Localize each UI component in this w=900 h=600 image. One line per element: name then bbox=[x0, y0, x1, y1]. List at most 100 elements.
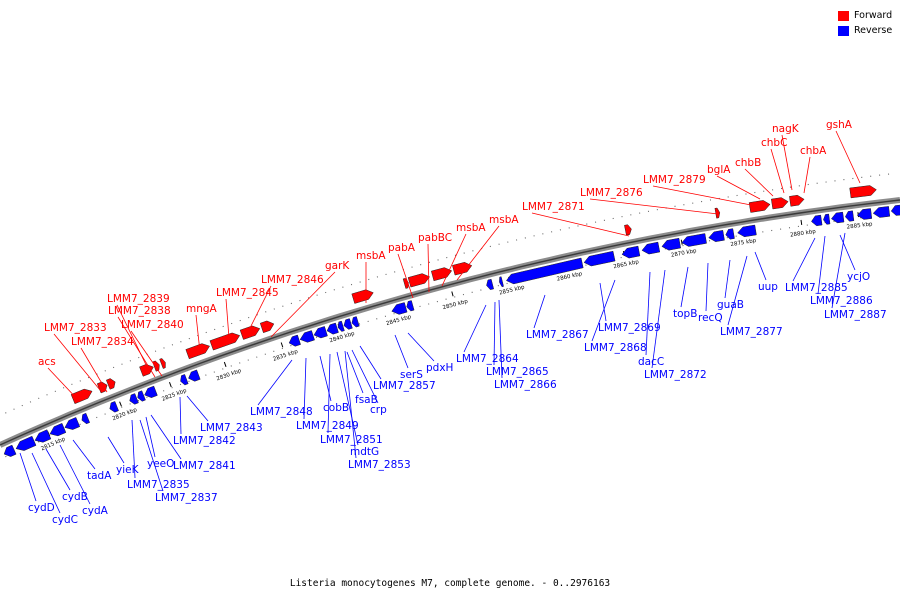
reverse-gene-label: guaB bbox=[717, 299, 744, 311]
forward-gene-leader bbox=[248, 285, 272, 331]
reverse-gene-leader bbox=[344, 350, 357, 459]
forward-gene-leader bbox=[116, 304, 151, 374]
reverse-gene-leader bbox=[839, 234, 856, 271]
forward-gene-leader bbox=[53, 333, 101, 391]
reverse-gene-leader bbox=[498, 299, 503, 379]
reverse-gene-arrow bbox=[583, 250, 616, 267]
forward-gene-label: LMM7_2845 bbox=[216, 287, 279, 299]
ruler-tick-label: 2830 kbp bbox=[216, 368, 243, 383]
forward-gene-label: LMM7_2876 bbox=[580, 187, 643, 199]
reverse-gene-arrow bbox=[811, 214, 823, 227]
forward-gene-leader bbox=[652, 185, 752, 206]
reverse-gene-leader bbox=[727, 255, 748, 326]
reverse-gene-arrow bbox=[299, 330, 315, 343]
reverse-gene-leader bbox=[150, 414, 182, 460]
reverse-gene-leader bbox=[792, 237, 816, 282]
reverse-gene-arrow bbox=[137, 390, 146, 402]
ruler-tick-label: 2860 kbp bbox=[556, 271, 583, 283]
forward-gene-arrow bbox=[452, 262, 473, 276]
forward-gene-arrow bbox=[159, 358, 166, 369]
reverse-gene-label: LMM7_2865 bbox=[486, 366, 549, 378]
reverse-gene-leader bbox=[680, 266, 689, 308]
reverse-gene-arrow bbox=[326, 322, 339, 335]
forward-gene-label: LMM7_2834 bbox=[71, 336, 134, 348]
reverse-gene-label: LMM7_2857 bbox=[373, 380, 436, 392]
forward-gene-leader bbox=[195, 314, 201, 353]
forward-gene-arrow bbox=[407, 273, 430, 288]
reverse-gene-label: yeeO bbox=[147, 458, 174, 470]
forward-gene-leader bbox=[427, 243, 430, 293]
reverse-gene-label: crp bbox=[370, 404, 387, 416]
map-caption: Listeria monocytogenes M7, complete geno… bbox=[289, 578, 611, 589]
forward-gene-leader bbox=[589, 198, 719, 215]
forward-gene-label: chbB bbox=[735, 157, 761, 169]
legend: Forward Reverse bbox=[838, 8, 892, 38]
reverse-gene-leader bbox=[351, 349, 379, 404]
forward-gene-leader bbox=[835, 130, 861, 184]
genome-backbone-core bbox=[0, 199, 900, 446]
reverse-gene-label: LMM7_2835 bbox=[127, 479, 190, 491]
forward-swatch bbox=[838, 10, 849, 21]
reverse-gene-label: ycjO bbox=[847, 271, 870, 283]
reverse-gene-leader bbox=[179, 396, 182, 435]
reverse-gene-arrow bbox=[823, 213, 831, 225]
reverse-gene-leader bbox=[107, 436, 125, 464]
reverse-gene-arrow bbox=[34, 429, 52, 443]
reverse-gene-arrow bbox=[844, 210, 855, 222]
reverse-gene-label: cydD bbox=[28, 502, 55, 514]
forward-gene-label: msbA bbox=[456, 222, 486, 234]
reverse-gene-arrow bbox=[506, 257, 584, 285]
forward-gene-leader bbox=[531, 212, 630, 237]
ruler-tick-label: 2880 kbp bbox=[790, 229, 817, 239]
forward-gene-arrow bbox=[789, 194, 805, 207]
forward-gene-arrow bbox=[152, 360, 160, 372]
forward-gene-arrow bbox=[70, 388, 93, 405]
reverse-gene-arrow bbox=[621, 245, 641, 259]
forward-gene-label: pabBC bbox=[418, 232, 452, 244]
reverse-gene-leader bbox=[394, 334, 409, 369]
reverse-gene-arrow bbox=[856, 208, 873, 220]
reverse-gene-label: LMM7_2885 bbox=[785, 282, 848, 294]
reverse-gene-leader bbox=[493, 301, 496, 366]
reverse-gene-label: LMM7_2853 bbox=[348, 459, 411, 471]
reverse-gene-label: LMM7_2887 bbox=[824, 309, 887, 321]
reverse-gene-leader bbox=[303, 357, 307, 420]
ruler-tick-label: 2885 kbp bbox=[846, 221, 873, 230]
reverse-gene-arrow bbox=[681, 233, 707, 247]
reverse-gene-label: LMM7_2877 bbox=[720, 326, 783, 338]
forward-gene-leader bbox=[130, 330, 163, 377]
reverse-gene-leader bbox=[45, 448, 71, 491]
reverse-gene-arrow bbox=[831, 211, 845, 224]
reverse-gene-leader bbox=[19, 452, 37, 502]
forward-gene-arrow bbox=[96, 381, 108, 394]
reverse-gene-label: LMM7_2869 bbox=[598, 322, 661, 334]
reverse-gene-label: cydC bbox=[52, 514, 78, 526]
reverse-gene-arrow bbox=[725, 228, 735, 240]
reverse-gene-label: uup bbox=[758, 281, 778, 293]
forward-gene-label: nagK bbox=[772, 123, 800, 135]
reverse-gene-label: LMM7_2868 bbox=[584, 342, 647, 354]
reverse-gene-arrow bbox=[661, 237, 681, 251]
reverse-gene-arrow bbox=[49, 422, 67, 437]
reverse-gene-leader bbox=[336, 351, 359, 446]
ruler-tick bbox=[223, 361, 227, 367]
reverse-gene-label: cydA bbox=[82, 505, 109, 517]
forward-gene-arrow bbox=[139, 364, 154, 377]
reverse-gene-arrow bbox=[3, 444, 17, 457]
reverse-gene-leader bbox=[831, 232, 846, 309]
reverse-gene-label: recQ bbox=[698, 312, 723, 324]
forward-gene-label: LMM7_2879 bbox=[643, 174, 706, 186]
forward-gene-arrow bbox=[624, 224, 632, 236]
forward-gene-arrow bbox=[259, 320, 275, 334]
reverse-gene-leader bbox=[754, 251, 767, 281]
reverse-gene-arrow bbox=[144, 385, 158, 398]
reverse-gene-label: LMM7_2866 bbox=[494, 379, 557, 391]
reverse-gene-leader bbox=[817, 235, 826, 295]
ruler-tick-label: 2875 kbp bbox=[730, 238, 757, 248]
reverse-gene-leader bbox=[651, 269, 666, 369]
reverse-gene-leader bbox=[186, 395, 209, 422]
reverse-gene-arrow bbox=[337, 320, 345, 332]
reverse-gene-arrow bbox=[64, 417, 81, 430]
reverse-gene-arrow bbox=[499, 276, 504, 288]
